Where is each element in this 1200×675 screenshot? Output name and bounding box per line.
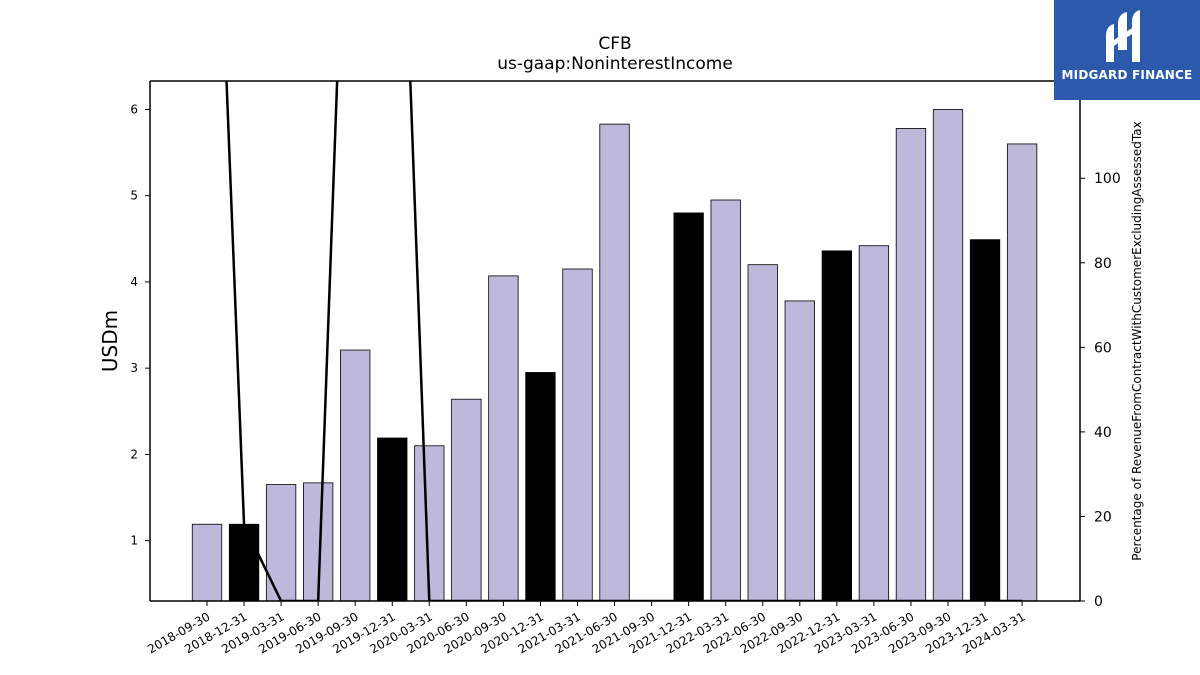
y-tick-label-4: 4 [130,275,138,289]
chart-subtitle: us-gaap:NoninterestIncome [497,54,733,74]
bar-2023-03-31 [858,245,890,602]
bar-2022-09-30 [784,300,815,602]
y2-tick-label-20: 20 [1094,509,1112,525]
bar-2018-09-30 [191,523,223,602]
y2-tick-label-80: 80 [1094,256,1112,272]
bar-2023-06-30 [895,128,927,602]
bar-2021-03-31 [562,268,593,602]
bar-2020-09-30 [488,275,519,602]
logo-text: MIDGARD FINANCE [1061,68,1193,82]
bar-2022-12-31 [821,250,852,602]
y-tick-label-6: 6 [130,102,138,116]
bar-2021-12-31 [673,212,704,602]
bar-2022-06-30 [747,264,778,602]
y2-tick-label-0: 0 [1094,594,1103,610]
bar-2020-06-30 [451,398,482,602]
y2-tick-label-60: 60 [1094,340,1112,356]
bar-2021-06-30 [599,123,630,602]
y-tick-label-2: 2 [130,447,138,461]
bar-2023-12-31 [969,239,1001,602]
bar-2024-03-31 [1006,143,1038,602]
y-tick-label-3: 3 [130,361,138,375]
chart-title: CFB [598,34,631,54]
bar-2019-12-31 [377,437,408,602]
y2-tick-label-40: 40 [1094,425,1112,441]
midgard-finance-logo: MIDGARD FINANCE [1054,0,1200,100]
bar-2019-09-30 [340,349,371,602]
bar-2022-03-31 [710,199,741,602]
bar-2020-12-31 [525,372,556,602]
y-tick-label-5: 5 [130,189,138,203]
bar-2018-12-31 [228,523,260,602]
y-axis-label: USDm [98,310,122,372]
y2-tick-label-100: 100 [1094,171,1121,187]
logo-mark-icon [1106,10,1140,62]
bar-2019-03-31 [265,484,297,602]
y-tick-label-1: 1 [130,534,138,548]
y2-axis-label: Percentage of RevenueFromContractWithCus… [1130,121,1144,560]
bar-2023-09-30 [932,109,964,602]
